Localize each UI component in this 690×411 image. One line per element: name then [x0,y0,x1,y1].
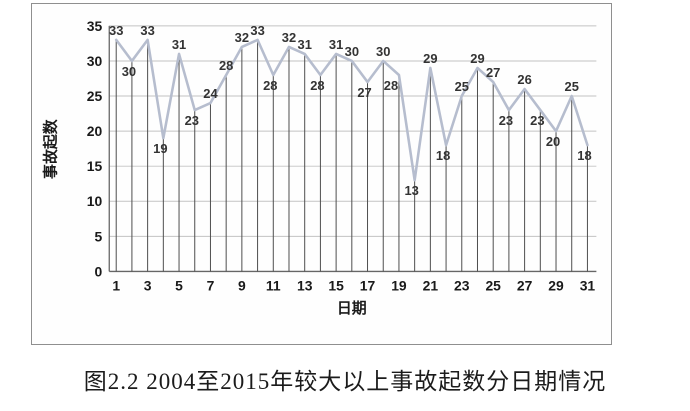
x-tick-label: 5 [175,277,183,293]
data-label: 18 [577,148,591,163]
x-tick-label: 1 [112,277,120,293]
data-label: 27 [357,85,371,100]
data-label: 19 [153,141,167,156]
chart-figure: 0 5 10 15 20 25 30 35 33 30 33 19 31 23 24 28 32 33 28 32 31… [31,3,612,345]
x-tick-label: 23 [454,277,470,293]
y-tick-label: 25 [87,88,103,104]
data-label: 30 [122,64,136,79]
x-tick-label: 3 [144,277,152,293]
data-label: 33 [140,23,154,38]
x-tick-label: 17 [360,277,376,293]
x-tick-label: 9 [238,277,246,293]
figure-caption: 图2.2 2004至2015年较大以上事故起数分日期情况 [83,369,607,394]
y-tick-label: 15 [87,158,103,174]
y-tick-label: 20 [87,123,103,139]
x-axis-title: 日期 [337,299,367,317]
data-label: 24 [203,86,218,101]
data-label: 32 [235,30,249,45]
x-tick-label: 15 [328,277,344,293]
data-label: 28 [384,78,398,93]
data-label: 28 [263,78,277,93]
x-tick-label: 31 [580,277,596,293]
data-label: 31 [298,37,312,52]
data-label: 30 [376,44,390,59]
x-tick-label: 11 [266,277,281,293]
series-line [114,38,589,182]
x-tick-label: 25 [485,277,501,293]
x-tick-label: 19 [391,277,407,293]
data-label: 31 [329,37,343,52]
x-tick-label: 7 [207,277,215,293]
x-tick-label: 27 [517,277,533,293]
data-label: 28 [310,78,324,93]
data-label: 25 [565,79,579,94]
data-label: 27 [486,65,500,80]
data-label: 23 [185,113,199,128]
data-label: 28 [219,58,233,73]
x-tick-label: 21 [423,277,439,293]
data-label: 26 [517,72,531,87]
data-label: 20 [546,134,560,149]
data-label: 31 [172,37,186,52]
data-label: 32 [282,30,296,45]
y-tick-label: 30 [87,53,103,69]
data-label: 23 [530,113,544,128]
y-tick-label: 0 [95,263,103,279]
y-tick-label: 10 [87,193,103,209]
data-label: 18 [436,148,450,163]
data-label: 30 [345,44,359,59]
data-label: 33 [109,23,123,38]
data-label: 29 [423,51,437,66]
data-label: 25 [455,79,469,94]
y-tick-label: 5 [95,228,103,244]
y-axis-title: 事故起数 [42,119,60,179]
data-label: 13 [404,183,418,198]
data-label: 23 [499,113,513,128]
data-label: 33 [250,23,264,38]
x-tick-label: 13 [297,277,313,293]
x-tick-label: 29 [548,277,564,293]
data-label: 29 [470,51,484,66]
y-tick-label: 35 [87,18,103,34]
